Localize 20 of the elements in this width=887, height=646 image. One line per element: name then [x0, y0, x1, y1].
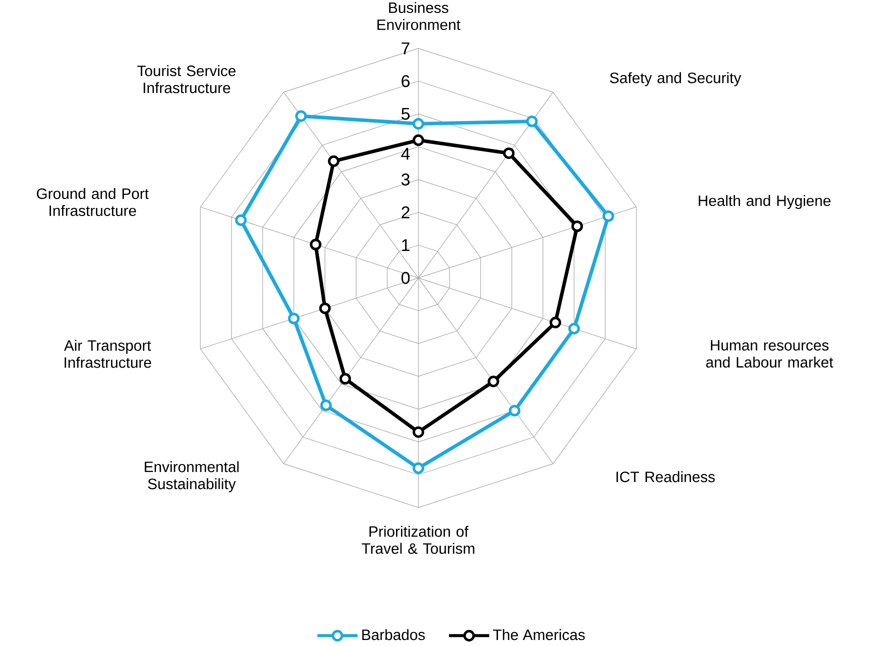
legend-label: Barbados	[362, 628, 425, 640]
spoke-label: Environmental Sustainability	[144, 461, 239, 492]
spoke-label: Safety and Security	[610, 72, 742, 86]
y-tick-label: 7	[402, 42, 410, 54]
y-tick-label: 1	[402, 239, 410, 251]
spoke-label: Human resources and Labour market	[706, 340, 834, 368]
y-tick-label: 2	[402, 206, 410, 218]
spoke-label: Ground and Port Infrastructure	[36, 188, 149, 216]
spoke-label: Air Transport Infrastructure	[64, 340, 152, 368]
y-tick-label: 6	[402, 74, 410, 88]
spoke-label: Health and Hygiene	[698, 194, 830, 209]
y-tick-label: 3	[401, 173, 410, 186]
legend-label: The Americas	[493, 628, 585, 640]
spoke-label: Prioritization of Travel & Tourism	[362, 526, 474, 554]
spoke-label: ICT Readiness	[616, 471, 715, 482]
y-tick-label: 4	[401, 148, 410, 160]
y-tick-label: 0	[401, 272, 410, 284]
spoke-label: Business Environment	[377, 2, 460, 30]
y-tick-label: 5	[402, 108, 410, 120]
spoke-label: Tourist Service Infrastructure	[137, 65, 236, 94]
